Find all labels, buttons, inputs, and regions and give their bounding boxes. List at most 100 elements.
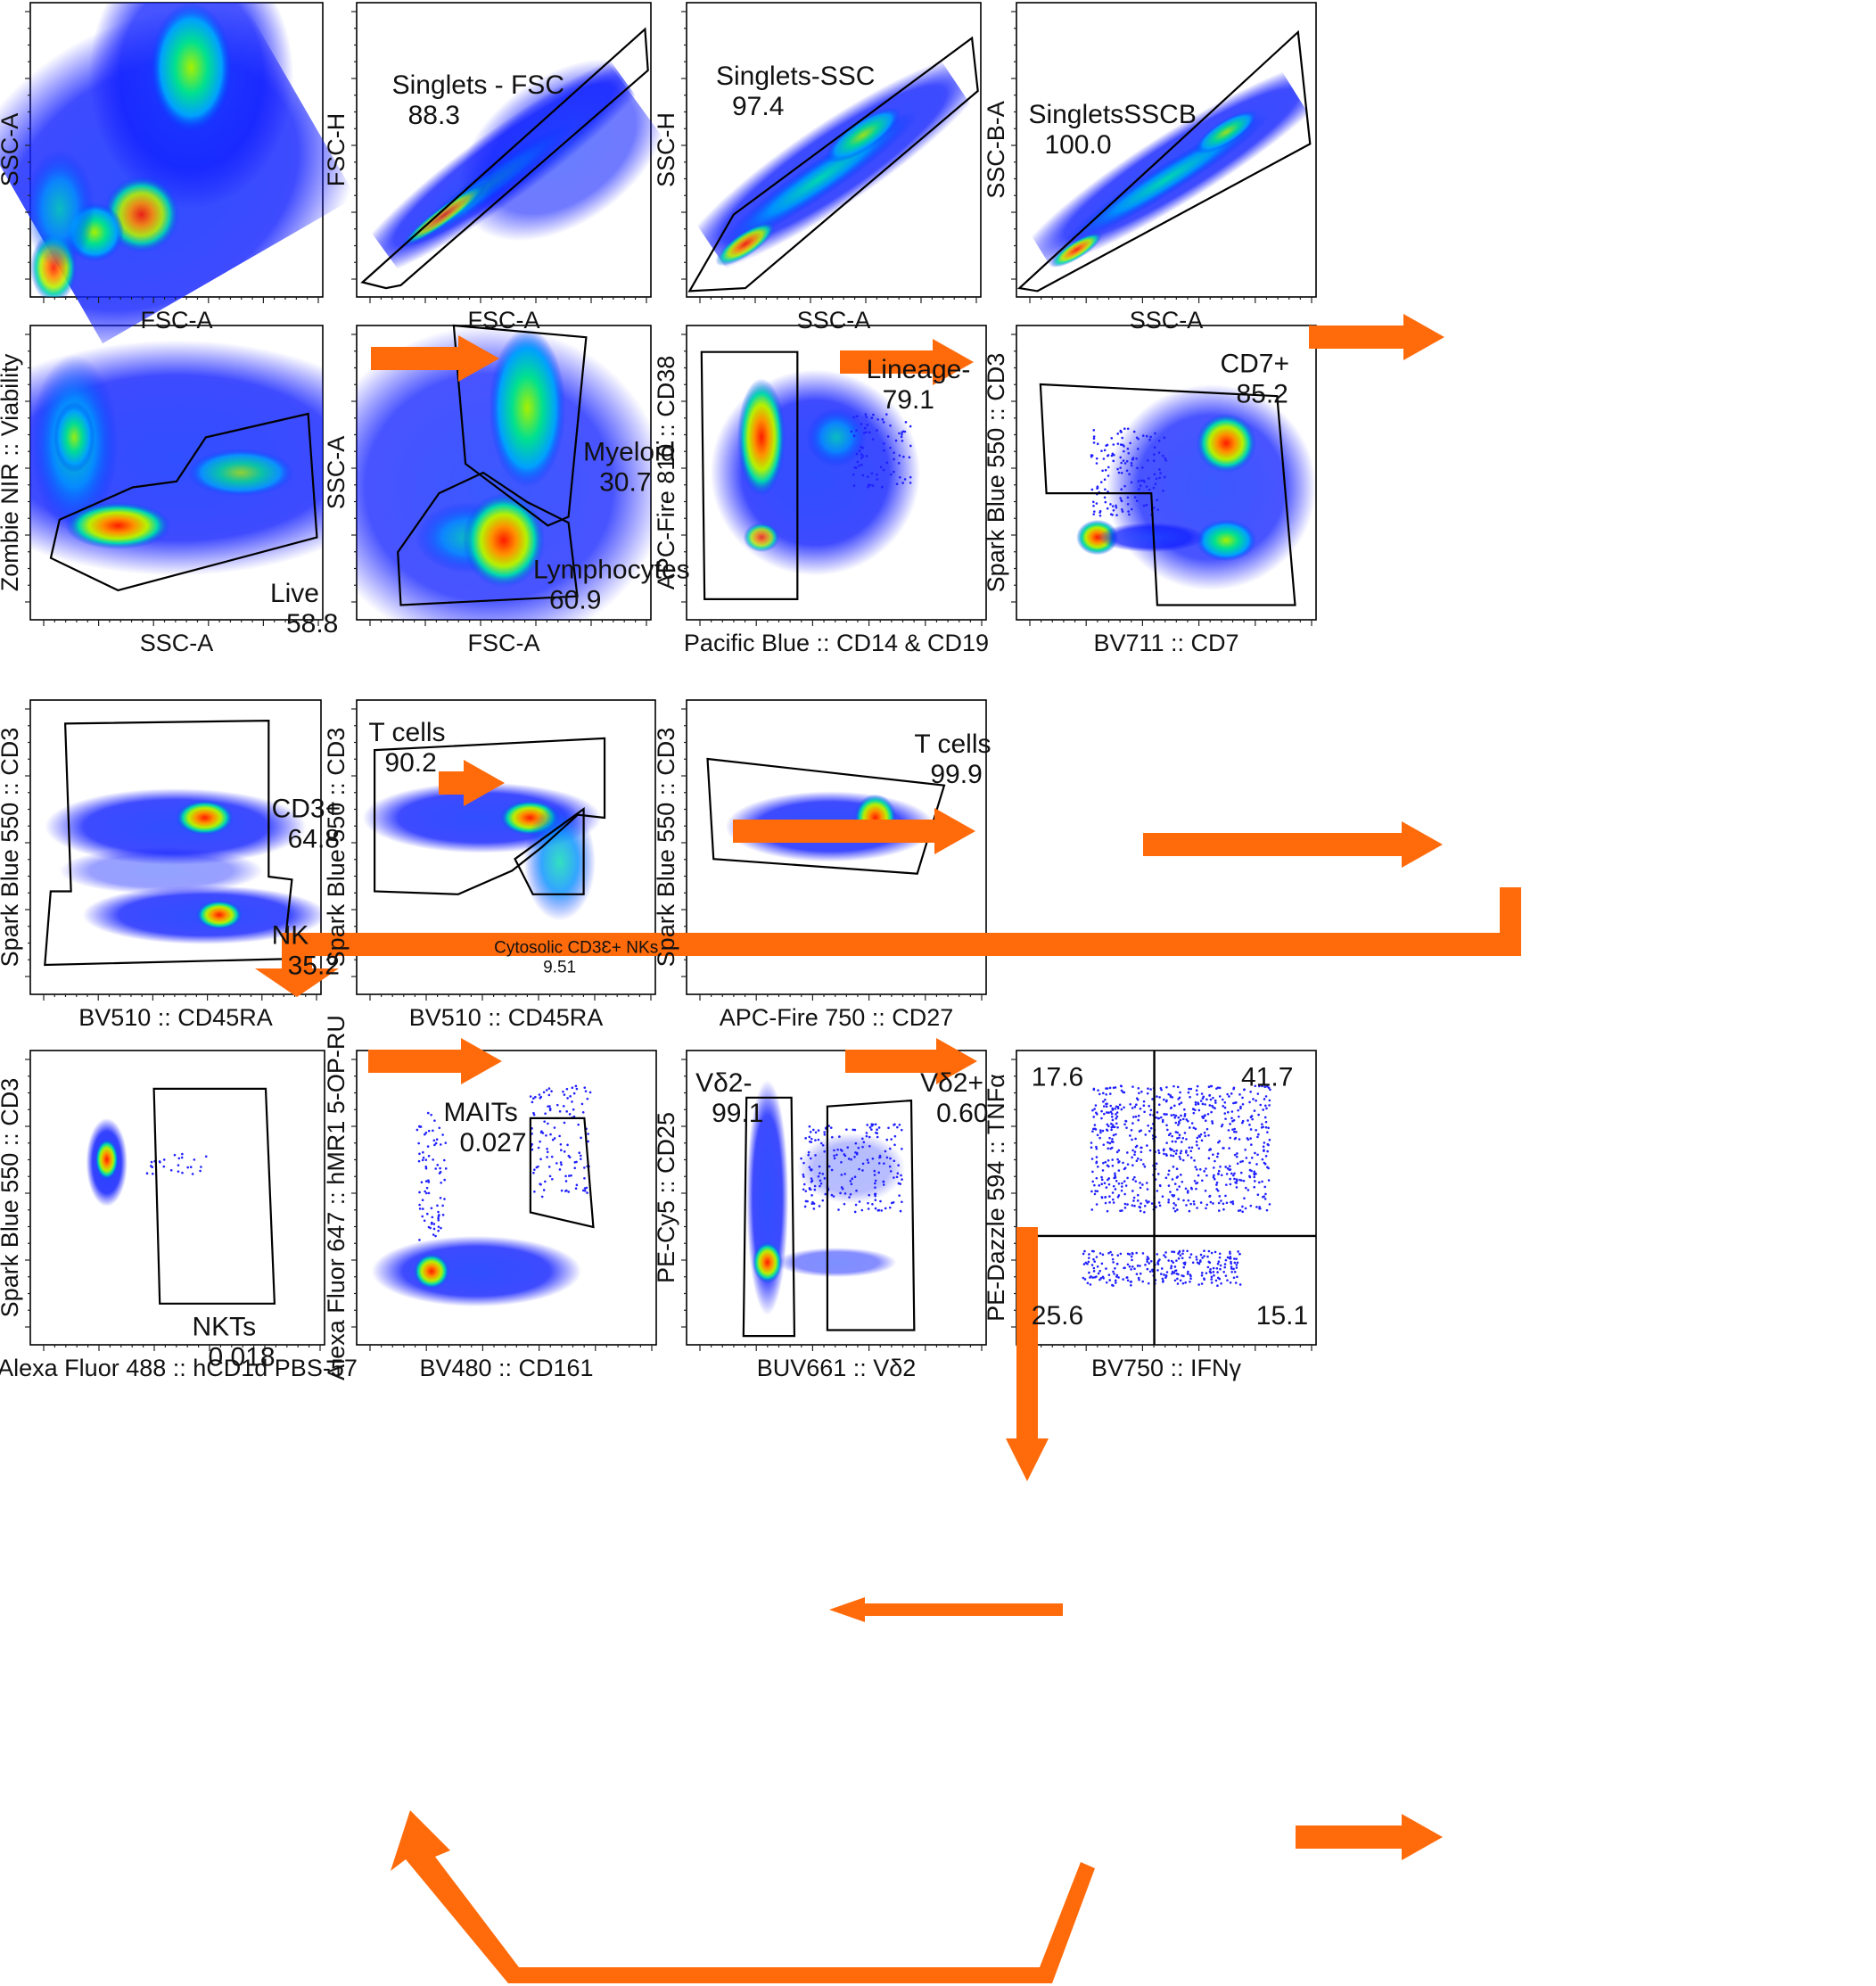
event-dot (1190, 1122, 1194, 1125)
event-dot (889, 446, 892, 449)
event-dot (1125, 459, 1129, 463)
x-axis-label-p10: BV510 :: CD45RA (409, 1004, 604, 1031)
event-dot (1115, 1179, 1118, 1183)
event-dot (868, 431, 871, 434)
event-dot (1126, 1151, 1129, 1154)
event-dot (1218, 1277, 1222, 1281)
event-dot (193, 1158, 196, 1161)
event-dot (421, 1207, 424, 1210)
event-dot (583, 1166, 586, 1169)
density-blob (53, 401, 95, 473)
event-dot (1155, 477, 1158, 481)
event-dot (579, 1154, 582, 1158)
event-dot (1263, 1149, 1265, 1151)
event-dot (1217, 1260, 1221, 1264)
event-dot (1173, 1116, 1177, 1119)
event-dot (1143, 1210, 1146, 1214)
event-dot (1199, 1253, 1203, 1257)
event-dot (1123, 1180, 1126, 1183)
event-dot (1142, 1100, 1146, 1103)
event-dot (809, 1157, 812, 1160)
event-dot (1121, 510, 1124, 513)
event-dot (1130, 1268, 1132, 1271)
event-dot (874, 1186, 876, 1189)
event-dot (1164, 1251, 1167, 1254)
event-dot (1139, 1107, 1142, 1110)
event-dot (1127, 510, 1130, 513)
event-dot (1116, 1254, 1120, 1257)
event-dot (1105, 444, 1107, 447)
event-dot (1092, 441, 1096, 444)
event-dot (427, 1191, 431, 1195)
density-blob (371, 1235, 581, 1307)
event-dot (1200, 1272, 1204, 1274)
event-dot (1241, 1119, 1245, 1123)
event-dot (1241, 1210, 1244, 1214)
event-dot (581, 1111, 585, 1114)
event-dot (1117, 1161, 1120, 1164)
event-dot (1253, 1185, 1256, 1189)
event-dot (1231, 1200, 1235, 1203)
event-dot (894, 439, 898, 442)
event-dot (1235, 1101, 1238, 1104)
event-dot (1163, 1148, 1165, 1151)
event-dot (1102, 1105, 1106, 1108)
event-dot (812, 1207, 816, 1210)
event-dot (1139, 1182, 1141, 1184)
event-dot (1181, 1281, 1185, 1285)
event-dot (1104, 1160, 1107, 1164)
event-dot (1107, 466, 1110, 469)
event-dot (1172, 1084, 1175, 1088)
event-dot (880, 1209, 884, 1212)
gate-name-p7-0: Lineage- (867, 355, 971, 384)
event-dot (1209, 1084, 1213, 1088)
event-dot (560, 1189, 564, 1192)
event-dot (1212, 1270, 1215, 1273)
event-dot (1135, 1097, 1139, 1100)
event-dot (1131, 1149, 1134, 1152)
density-blob (30, 150, 95, 268)
event-dot (814, 1139, 817, 1141)
event-dot (1094, 1190, 1097, 1192)
event-dot (903, 478, 907, 481)
event-dot (902, 455, 905, 458)
event-dot (1230, 1265, 1233, 1268)
event-dot (1206, 1265, 1210, 1269)
event-dot (1122, 1278, 1124, 1281)
event-dot (1102, 1161, 1105, 1165)
event-dot (817, 1129, 820, 1132)
event-dot (1170, 1266, 1172, 1270)
event-dot (1148, 488, 1151, 491)
event-dot (1126, 502, 1130, 506)
event-dot (432, 1139, 436, 1142)
event-dot (544, 1180, 547, 1183)
event-dot (1107, 454, 1110, 457)
event-dot (1107, 1125, 1110, 1128)
event-dot (1131, 1164, 1134, 1167)
event-dot (1195, 1140, 1198, 1143)
event-dot (1163, 1254, 1165, 1257)
gate-p6 (452, 324, 588, 527)
event-dot (558, 1109, 562, 1113)
event-dot (1120, 1189, 1123, 1192)
event-dot (1106, 1123, 1109, 1126)
event-dot (1218, 1140, 1222, 1142)
event-dot (1235, 1131, 1238, 1133)
event-dot (1214, 1101, 1217, 1104)
event-dot (1126, 1203, 1129, 1206)
event-dot (1111, 1257, 1115, 1261)
event-dot (1186, 1190, 1189, 1192)
event-dot (1123, 462, 1127, 465)
event-dot (1088, 1253, 1090, 1256)
event-dot (1091, 1180, 1095, 1183)
event-dot (547, 1166, 551, 1168)
event-dot (549, 1133, 552, 1136)
event-dot (1222, 1202, 1225, 1206)
event-dot (1119, 443, 1123, 446)
event-dot (1111, 1140, 1114, 1143)
event-dot (1147, 477, 1150, 480)
event-dot (581, 1189, 585, 1192)
event-dot (901, 440, 904, 442)
event-dot (1105, 1093, 1108, 1096)
event-dot (542, 1189, 546, 1191)
